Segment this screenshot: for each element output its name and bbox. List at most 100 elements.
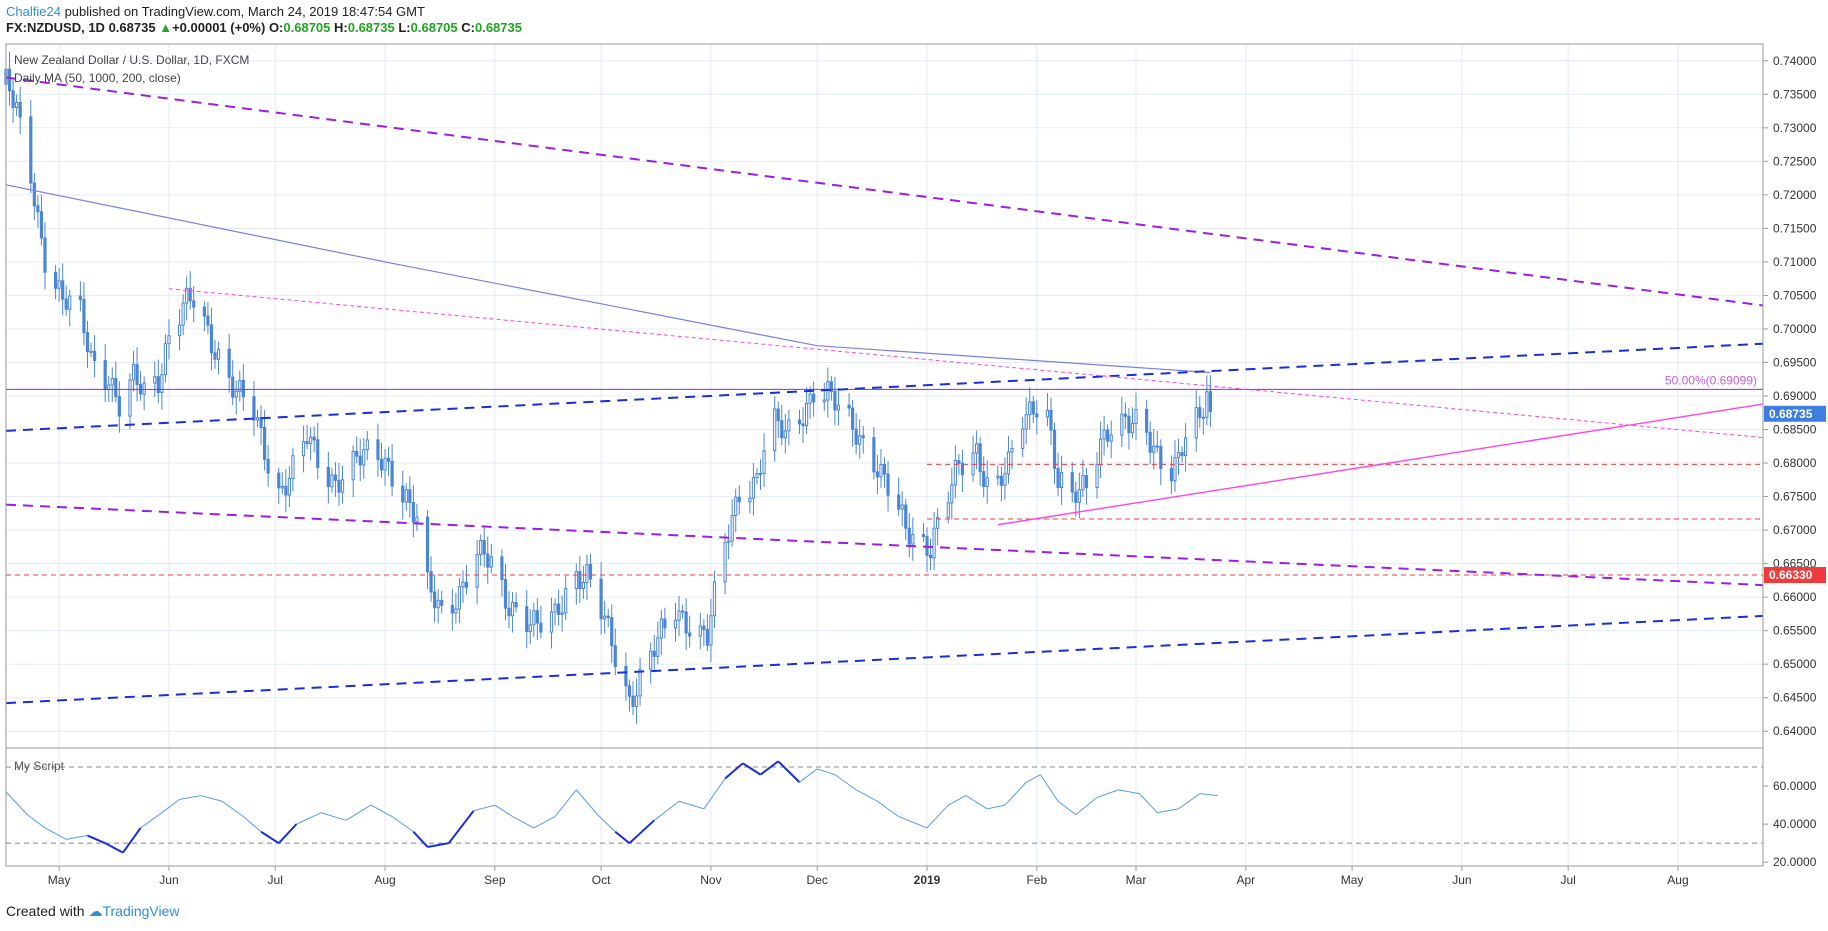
candle-body [634,695,639,707]
candle-body [858,435,862,445]
candle-body [29,116,33,184]
y-tick-label: 0.74000 [1773,54,1817,68]
candle-body [61,280,65,300]
trendline-blue-dash[interactable] [5,342,1764,432]
candle-body [160,374,164,393]
osc-segment [179,795,201,800]
candle-body [603,615,607,620]
candle-body [128,379,132,417]
osc-segment [391,816,414,833]
candle-body [673,619,678,629]
candle-body [287,477,291,496]
candle-body [879,463,883,478]
candle-body [36,205,40,213]
osc-segment [575,789,598,815]
candle-body [255,417,260,421]
chart-frame [5,43,1764,867]
osc-y-tick-label: 40.0000 [1773,817,1817,831]
candle-body [897,494,901,510]
y-tick-label: 0.69500 [1773,355,1817,369]
candle-body [454,608,458,614]
candle-body [376,439,380,460]
osc-segment [834,774,857,791]
candle-body [836,404,841,411]
osc-segment [1157,808,1179,814]
osc-segment [759,760,779,776]
ma-legend: Daily MA (50, 1000, 200, close) [14,71,181,85]
y-tick-label: 0.65000 [1773,657,1817,671]
candle-body [1006,451,1011,475]
osc-segment [855,789,878,802]
candle-body [1052,429,1057,469]
candle-body [89,350,93,353]
candle-body [153,376,157,384]
candle-body [1077,489,1081,503]
candle-body [705,629,709,646]
candle-body [872,437,876,473]
trendline-pink-dash[interactable] [168,288,1764,439]
chart-title: New Zealand Dollar / U.S. Dollar, 1D, FX… [14,53,249,67]
candle-body [11,90,15,109]
osc-segment [321,812,347,821]
level-price-tag-bg [1764,567,1826,584]
candle-body [85,332,90,353]
osc-segment [1199,793,1218,797]
candle-body [829,381,833,392]
trendline-blue-dash[interactable] [5,614,1764,705]
candle-body [57,280,61,289]
candle-body [330,474,334,488]
candle-body [585,564,589,584]
candle-body [213,352,217,360]
candle-body [103,360,107,391]
osc-segment [140,812,163,829]
candle-body [688,632,692,637]
osc-segment [512,816,535,829]
candle-body [737,496,741,503]
candle-body [489,556,493,568]
candle-body [698,625,702,637]
change: +0.00001 (+0%) [172,20,266,35]
current-price-tag: 0.68735 [1769,407,1813,421]
osc-segment [799,768,818,783]
osc-segment [653,800,680,821]
osc-segment [1039,774,1059,802]
osc-segment [877,800,899,817]
candle-body [875,471,880,478]
y-tick-label: 0.67500 [1773,490,1817,504]
candle-body [1198,407,1202,418]
osc-segment [447,810,475,844]
x-tick-label: Jun [1452,873,1471,887]
trendline-pink-solid[interactable] [997,403,1764,526]
publish-info: Chalfie24 published on TradingView.com, … [6,4,425,19]
candle-body [773,408,777,452]
candle-body [280,485,284,489]
candle-body [209,324,214,354]
candle-body [386,457,391,462]
candle-body [953,460,957,486]
candle-body [946,502,950,519]
candle-body [18,101,22,118]
trendline-purple-dash[interactable] [5,503,1764,587]
author-link[interactable]: Chalfie24 [6,4,61,19]
osc-segment [221,800,244,817]
osc-segment [296,812,322,825]
candle-body [1035,413,1039,418]
candle-body [1155,445,1159,448]
osc-segment [161,798,180,814]
candle-body [656,637,660,657]
y-tick-label: 0.72000 [1773,188,1817,202]
candle-body [507,607,511,617]
candle-body [167,335,171,345]
osc-segment [742,762,762,776]
tradingview-link[interactable]: TradingView [102,903,180,919]
x-tick-label: Aug [1667,873,1688,887]
candle-body [539,622,543,633]
x-tick-label: Aug [374,873,395,887]
candle-body [1045,409,1050,418]
x-tick-label: Oct [592,873,611,887]
trendline-purple-dash[interactable] [5,76,1764,307]
osc-segment [87,834,106,845]
candle-body [780,420,784,439]
osc-segment [724,762,744,780]
